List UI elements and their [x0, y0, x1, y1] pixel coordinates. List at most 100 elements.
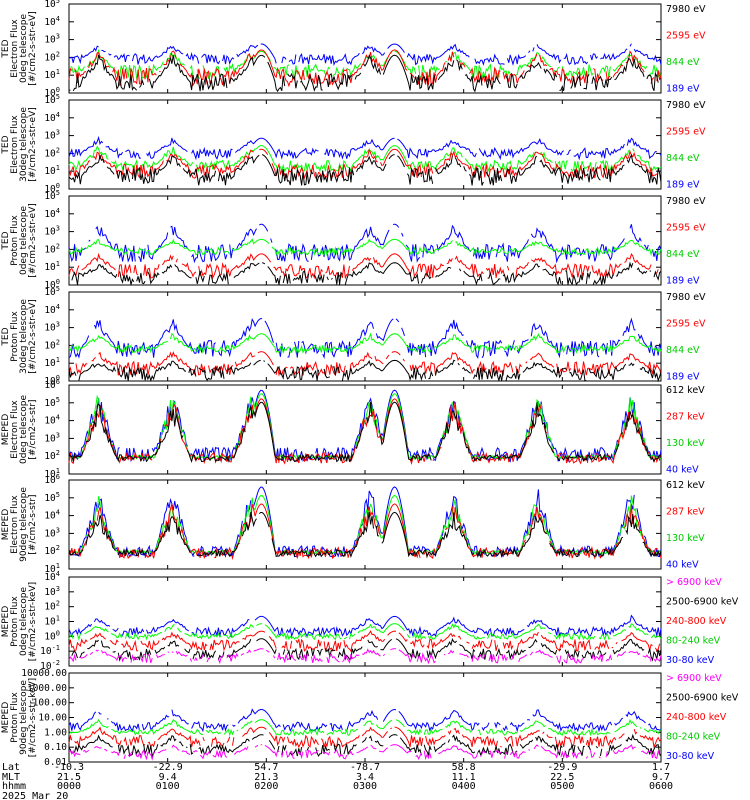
y-tick-label: 100 [44, 374, 60, 387]
x-tick-label-mlt: 3.4 [356, 772, 374, 783]
y-tick-label: 104 [44, 509, 60, 522]
series-trace-3 [68, 223, 662, 264]
x-tick-label-hhmm: 0000 [57, 781, 81, 792]
y-axis-label-line: 90deg telescope [19, 487, 29, 562]
y-axis-label-line: Proton Flux [10, 596, 20, 647]
y-axis-label-line: MEPED [1, 414, 11, 446]
x-tick-label-lat: 54.7 [254, 762, 278, 773]
legend-entry: 80-240 keV [666, 636, 721, 647]
legend-entry: > 6900 keV [666, 673, 722, 684]
y-tick-label: 104 [44, 207, 60, 220]
y-axis-label-line: MEPED [1, 702, 11, 734]
x-tick-label-lat: -78.7 [350, 762, 380, 773]
footer-row-label-mlt: MLT [2, 772, 20, 783]
y-axis-label-line: [#/cm2-s-str-eV] [28, 107, 38, 182]
y-tick-label: 10000.00 [21, 668, 67, 679]
x-tick-label-lat: -22.9 [153, 762, 183, 773]
legend-entry: 189 eV [666, 84, 700, 95]
y-axis-label-line: Proton Flux [10, 215, 20, 266]
series-trace-1 [71, 637, 662, 662]
y-axis-label-line: [#/cm2-s-str] [28, 399, 38, 459]
y-tick-label: 102 [44, 146, 60, 159]
y-tick-label: 101 [44, 615, 60, 628]
x-tick-label-hhmm: 0300 [353, 781, 377, 792]
legend-entry: 2595 eV [666, 319, 706, 330]
y-tick-label: 1000.00 [27, 683, 67, 694]
y-tick-label: 104 [44, 414, 60, 427]
legend-entry: 240-800 keV [666, 616, 727, 627]
y-axis-label-line: 0deg telescope [19, 14, 29, 84]
series-trace-0 [71, 261, 662, 286]
legend-entry: 30-80 keV [666, 751, 715, 762]
x-tick-label-mlt: 11.1 [452, 772, 476, 783]
y-tick-label: 105 [44, 491, 60, 504]
time-axis-footer: Lat MLT hhmm 2025 Mar 20 -10.3 -22.9 54.7 -… [2, 762, 673, 800]
y-tick-label: 101 [44, 562, 60, 575]
legend-entry: 844 eV [666, 57, 700, 68]
panel-frame [68, 195, 662, 286]
x-tick-label-lat: -29.9 [547, 762, 577, 773]
y-axis-label-line: [#/cm2-s-str-keV] [28, 678, 38, 757]
y-tick-label: 102 [44, 242, 60, 255]
legend-entry: 844 eV [666, 153, 700, 164]
x-tick-label-mlt: 21.3 [254, 772, 278, 783]
x-tick-label-mlt: 9.7 [652, 772, 670, 783]
y-axis-label-line: [#/cm2-s-str-eV] [28, 299, 38, 374]
y-axis-label-line: 90deg telescope [19, 680, 29, 755]
y-tick-label: 102 [44, 600, 60, 613]
series-trace-2 [68, 726, 662, 749]
series-trace-4 [68, 708, 662, 733]
x-tick-label-mlt: 9.4 [159, 772, 177, 783]
x-tick-label-hhmm: 0400 [452, 781, 476, 792]
series-trace-4 [68, 614, 662, 639]
y-axis-label-line: Electron Flux [10, 400, 20, 459]
panel-3: 100 101 102 103 104 105 TED Proton Flux 0deg tel… [1, 189, 706, 291]
series-trace-1 [68, 351, 662, 377]
y-tick-label: 100 [44, 182, 60, 195]
x-tick-label-mlt: 21.5 [57, 772, 81, 783]
x-tick-label-lat: 58.8 [452, 762, 476, 773]
footer-row-label-hhmm: hhmm [2, 781, 26, 792]
y-axis-label-line: TED [1, 327, 11, 346]
y-tick-label: 100 [44, 278, 60, 291]
y-tick-label: 104 [44, 303, 60, 316]
series-trace-1 [68, 398, 662, 465]
footer-row-label-lat: Lat [2, 762, 20, 773]
series-trace-2 [68, 630, 661, 653]
x-tick-label-mlt: 22.5 [550, 772, 574, 783]
legend-entry: 30-80 keV [666, 655, 715, 666]
y-tick-label: 0.10 [44, 742, 67, 753]
series-trace-0 [68, 54, 659, 93]
legend-entry: 189 eV [666, 276, 700, 287]
y-axis-label-line: TED [1, 135, 11, 154]
y-tick-label: 101 [44, 356, 60, 369]
panel-6: 101 102 103 104 105 106 MEPED Electron Flux 90de… [1, 473, 705, 575]
panel-2: 100 101 102 103 104 105 TED Electron Flux 30deg … [1, 93, 706, 195]
y-axis-label-line: TED [1, 231, 11, 250]
y-axis-label-line: [#/cm2-s-str-eV] [28, 203, 38, 278]
legend-entry: 2595 eV [666, 31, 706, 42]
legend-entry: 2595 eV [666, 223, 706, 234]
y-tick-label: 102 [44, 50, 60, 63]
legend-entry: 130 keV [666, 438, 705, 449]
y-axis-label-line: [#/cm2-s-str-eV] [28, 11, 38, 86]
legend-entry: 287 keV [666, 412, 705, 423]
series-trace-1 [68, 503, 662, 561]
y-axis-label-line: 30deg telescope [19, 299, 29, 374]
y-tick-label: 105 [44, 285, 60, 298]
y-tick-label: 105 [44, 189, 60, 202]
footer-date: 2025 Mar 20 [2, 791, 68, 800]
y-axis-label-line: Electron Flux [10, 115, 20, 174]
x-tick-label-hhmm: 0500 [550, 781, 574, 792]
y-tick-label: 103 [44, 129, 60, 142]
y-tick-label: 100 [44, 629, 60, 642]
y-tick-label: 101 [44, 260, 60, 273]
y-tick-label: 0.01 [44, 757, 67, 768]
y-axis-label-line: Electron Flux [10, 19, 20, 78]
legend-entry: 2500-6900 keV [666, 597, 739, 608]
y-tick-label: 105 [44, 93, 60, 106]
y-axis-label-line: 0deg telescope [19, 587, 29, 657]
legend-entry: 130 keV [666, 533, 705, 544]
y-axis-label-line: 0deg telescope [19, 395, 29, 465]
